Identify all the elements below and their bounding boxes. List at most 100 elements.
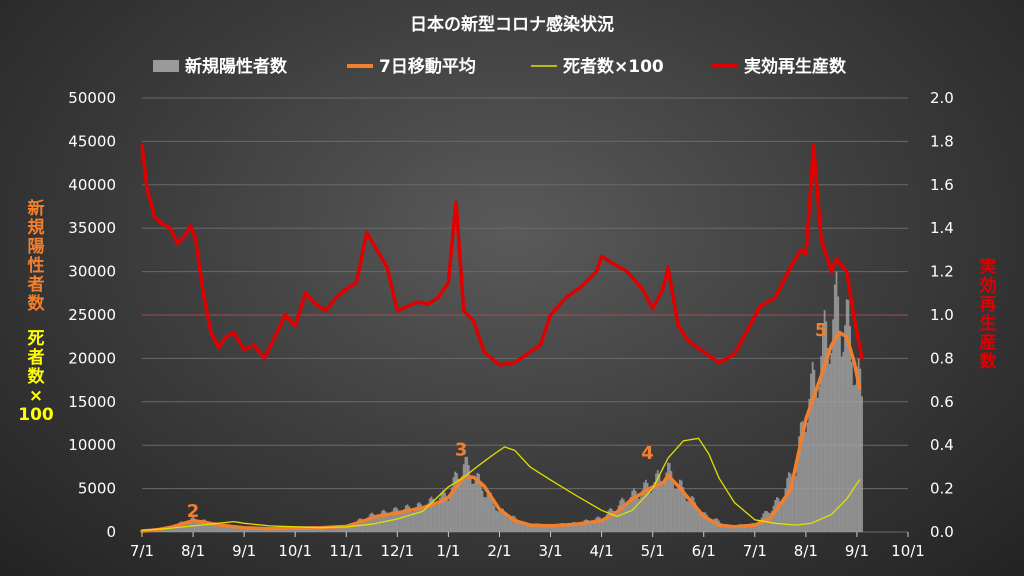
chart-title: 日本の新型コロナ感染状況 <box>410 14 614 35</box>
case-bar <box>408 506 411 532</box>
case-bar <box>617 505 620 532</box>
case-bar <box>610 508 613 532</box>
case-bar <box>597 516 600 532</box>
x-tick-label: 9/1 <box>845 542 869 560</box>
axis-label-char: 陽 <box>28 237 45 257</box>
case-bar <box>709 520 712 532</box>
case-bar <box>515 518 518 532</box>
case-bar <box>512 515 514 532</box>
case-bar <box>403 509 406 532</box>
case-bar <box>243 527 246 532</box>
case-bar <box>702 512 705 532</box>
y-left-tick: 40000 <box>68 176 116 194</box>
case-bar <box>660 480 663 532</box>
case-bar <box>583 520 586 532</box>
case-bar <box>616 510 618 532</box>
case-bar <box>803 428 806 532</box>
case-bar <box>444 492 446 532</box>
x-tick-label: 4/1 <box>590 542 614 560</box>
case-bar <box>815 387 817 532</box>
case-bar <box>679 479 681 532</box>
case-bar <box>210 524 213 532</box>
case-bar <box>690 496 693 532</box>
case-bar <box>585 519 588 532</box>
case-bar <box>811 361 814 532</box>
case-bar <box>205 520 208 532</box>
case-bar <box>639 496 642 532</box>
case-bar <box>241 526 244 532</box>
case-bar <box>234 527 237 532</box>
case-bar <box>600 519 603 532</box>
case-bar <box>636 495 639 532</box>
case-bar <box>546 524 549 532</box>
y-left-tick: 30000 <box>68 263 116 281</box>
case-bar <box>747 525 749 532</box>
case-bar <box>614 512 617 532</box>
case-bar <box>738 524 741 532</box>
case-bar <box>258 528 261 532</box>
case-bar <box>428 498 431 532</box>
case-bar <box>318 527 320 532</box>
case-bar <box>755 523 758 532</box>
case-bar <box>215 522 218 532</box>
case-bar <box>433 502 436 532</box>
peak-labels: 2 3 4 5 <box>187 320 828 522</box>
case-bar <box>723 524 726 532</box>
case-bar <box>498 510 501 532</box>
case-bar <box>401 512 404 532</box>
case-bar <box>456 473 458 532</box>
y-left-tick: 25000 <box>68 306 116 324</box>
legend-label: 実効再生産数 <box>744 56 847 77</box>
case-bar <box>568 524 571 532</box>
case-bar <box>420 504 423 532</box>
x-tick-label: 8/1 <box>794 542 818 560</box>
case-bar <box>335 525 337 532</box>
case-bar <box>827 347 829 532</box>
gridlines <box>142 97 908 533</box>
case-bar <box>861 396 863 532</box>
case-bar <box>745 526 748 532</box>
y-right-tick: 1.8 <box>930 132 954 150</box>
case-bar <box>214 522 217 532</box>
case-bar <box>825 321 828 532</box>
case-bar <box>219 524 222 532</box>
case-bar <box>609 508 612 532</box>
case-bar <box>810 373 812 532</box>
case-bar <box>244 528 247 532</box>
case-bar <box>782 497 785 532</box>
case-bar <box>421 507 424 532</box>
axis-label-char: 性 <box>28 255 45 276</box>
case-bar <box>677 483 680 532</box>
case-bar <box>857 358 860 532</box>
case-bar <box>818 386 821 532</box>
case-bar <box>806 422 809 532</box>
x-tick-label: 5/1 <box>641 542 665 560</box>
case-bar <box>859 368 862 532</box>
case-bar <box>536 523 538 532</box>
case-bar <box>830 352 833 532</box>
case-bar <box>306 528 309 532</box>
x-tick-label: 11/1 <box>329 542 363 560</box>
case-bar <box>641 489 644 532</box>
case-bar <box>362 519 365 532</box>
case-bar <box>190 517 193 532</box>
x-tick-label: 6/1 <box>692 542 716 560</box>
case-bar <box>813 369 816 532</box>
x-tick-label: 12/1 <box>380 542 414 560</box>
case-bar <box>558 524 560 532</box>
case-bar <box>464 456 467 532</box>
case-bar <box>743 525 746 532</box>
case-bar <box>544 525 547 532</box>
case-bar <box>602 519 605 532</box>
case-bar <box>406 504 409 532</box>
case-bar <box>432 498 434 532</box>
case-bar <box>338 526 341 532</box>
axis-label-char: 規 <box>28 218 45 238</box>
case-bar <box>590 522 593 532</box>
case-bar <box>627 502 630 532</box>
y-right-tick: 0.4 <box>930 436 954 454</box>
case-bar <box>200 520 203 532</box>
case-bar <box>581 521 584 532</box>
case-bar <box>517 521 520 532</box>
case-bar <box>786 478 789 532</box>
